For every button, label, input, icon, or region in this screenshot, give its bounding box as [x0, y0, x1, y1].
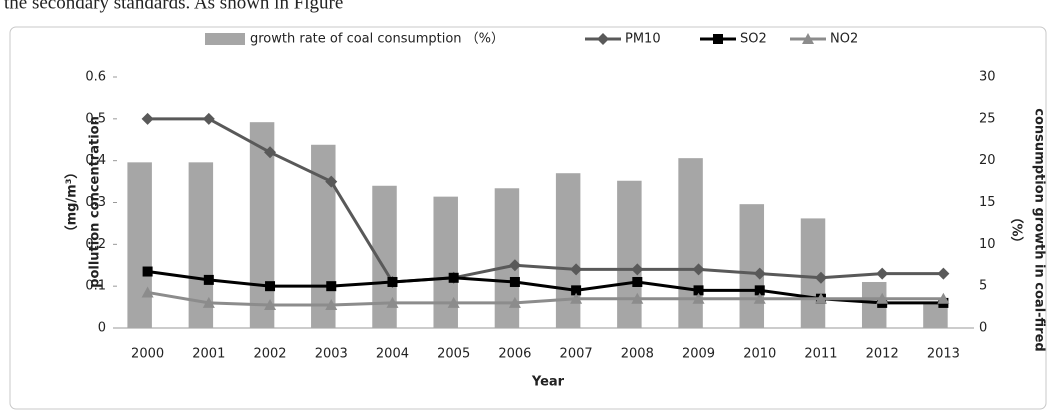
marker [876, 267, 889, 280]
y2-tick-label: 30 [979, 70, 996, 85]
bar [739, 204, 765, 328]
marker [570, 292, 583, 304]
marker [509, 276, 520, 287]
x-tick-label: 2001 [192, 347, 225, 362]
x-tick-label: 2002 [253, 347, 286, 362]
caption-fragment: the secondary standards. As shown in Fig… [4, 0, 343, 13]
chart-frame [9, 26, 1047, 410]
marker [325, 298, 338, 310]
marker [142, 266, 153, 277]
x-tick-label: 2010 [743, 347, 776, 362]
y-tick-label: 0 [98, 321, 106, 336]
y2-tick-label: 25 [979, 111, 996, 126]
marker [631, 263, 644, 276]
marker [326, 281, 337, 292]
marker [325, 175, 338, 188]
y2-tick-label: 5 [979, 279, 987, 294]
y2-axis-title: consumption growth in coal-fired [1032, 108, 1047, 351]
y-tick-label: 0.1 [85, 279, 106, 294]
x-tick-label: 2009 [682, 347, 715, 362]
line [147, 290, 944, 307]
legend-label: NO2 [830, 32, 858, 47]
x-tick-label: 2012 [866, 347, 899, 362]
marker [141, 286, 154, 298]
line [147, 117, 944, 284]
y2-axis-title: （%） [1009, 210, 1025, 249]
marker [632, 276, 643, 287]
x-tick-label: 2008 [621, 347, 654, 362]
y2-tick-label: 0 [979, 321, 987, 336]
x-tick-label: 2011 [804, 347, 837, 362]
marker [387, 276, 398, 287]
x-tick-label: 2004 [376, 347, 409, 362]
y-tick-label: 0.4 [85, 153, 106, 168]
bar [617, 180, 642, 328]
bar [433, 196, 458, 328]
marker [570, 263, 583, 276]
marker [265, 281, 276, 292]
marker [937, 267, 950, 280]
y-tick-label: 0.2 [85, 237, 106, 252]
x-tick-label: 2005 [437, 347, 470, 362]
marker [802, 33, 814, 44]
y2-tick-label: 20 [979, 153, 996, 168]
x-tick-label: 2013 [927, 347, 960, 362]
bar [127, 162, 152, 328]
marker [447, 296, 460, 308]
legend-swatch [205, 33, 245, 45]
marker [713, 34, 723, 44]
x-tick-label: 2007 [560, 347, 593, 362]
marker [264, 298, 277, 310]
marker [141, 112, 154, 125]
x-axis-title: Year [531, 375, 565, 390]
marker [693, 285, 704, 296]
x-tick-label: 2006 [498, 347, 531, 362]
marker [754, 285, 765, 296]
marker [508, 296, 521, 308]
marker [203, 274, 214, 285]
marker [692, 292, 705, 304]
marker [202, 112, 215, 125]
marker [814, 292, 827, 304]
marker [692, 263, 705, 276]
marker [202, 296, 215, 308]
y-tick-label: 0.3 [85, 195, 106, 210]
y-axis-title: （mg/m³） [64, 166, 80, 239]
marker [876, 292, 889, 304]
x-tick-label: 2000 [131, 347, 164, 362]
marker [597, 33, 609, 45]
legend-label: growth rate of coal consumption （%） [250, 32, 504, 47]
x-tick-label: 2003 [315, 347, 348, 362]
marker [508, 259, 521, 272]
y2-tick-label: 15 [979, 195, 996, 210]
marker [753, 267, 766, 280]
marker [937, 292, 950, 304]
y-tick-label: 0.5 [85, 111, 106, 126]
y2-tick-label: 10 [979, 237, 996, 252]
marker [264, 146, 277, 159]
marker [631, 292, 644, 304]
marker [386, 296, 399, 308]
legend-label: SO2 [740, 32, 767, 47]
y-tick-label: 0.6 [85, 70, 106, 85]
marker [753, 292, 766, 304]
y-axis-title: pollution concentration [88, 116, 103, 288]
marker [814, 271, 827, 284]
marker [448, 272, 459, 283]
marker [571, 285, 582, 296]
bar [555, 173, 581, 328]
legend-label: PM10 [625, 32, 661, 47]
